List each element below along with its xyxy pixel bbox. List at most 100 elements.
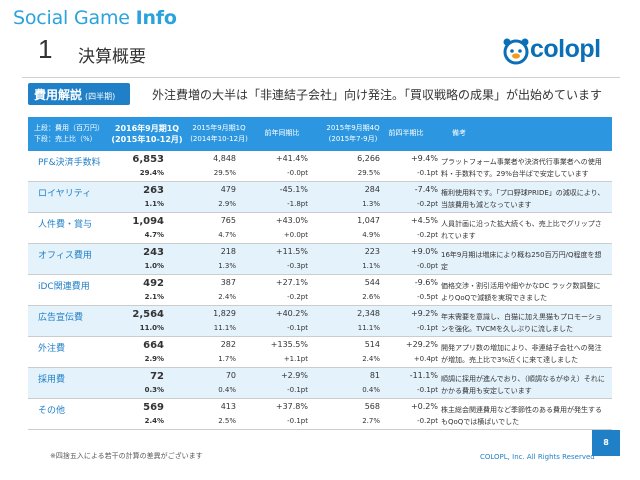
yoy-ratio-change: -0.0pt (287, 169, 308, 177)
prior-quarter-value: 2,348 (357, 309, 380, 318)
prior-year-ratio: 2.9% (218, 200, 236, 208)
current-ratio: 2.4% (144, 417, 164, 425)
prior-year-ratio: 1.3% (218, 262, 236, 270)
prior-year-value: 4,848 (213, 154, 236, 163)
prior-year-ratio: 1.7% (218, 355, 236, 363)
prior-quarter-value: 6,266 (357, 154, 380, 163)
yoy-ratio-change: -0.1pt (287, 324, 308, 332)
prior-year-value: 387 (220, 278, 236, 287)
current-value: 664 (143, 340, 164, 351)
row-label: 広告宣伝費 (38, 313, 84, 323)
prior-year-value: 282 (220, 340, 236, 349)
current-value: 1,094 (132, 216, 164, 227)
prior-quarter-ratio: 29.5% (357, 169, 380, 177)
yoy-change: +27.1% (275, 278, 308, 287)
prior-quarter-value: 544 (364, 278, 380, 287)
row-note: 16年9月期は増床により概ね250百万円/Q程度を想定 (441, 251, 602, 271)
yoy-ratio-change: +1.1pt (283, 355, 308, 363)
qoq-change: +4.5% (410, 216, 438, 225)
footnote: ※四捨五入による若干の計算の差異がございます (50, 452, 203, 460)
yoy-change: +40.2% (275, 309, 308, 318)
row-label: 外注費 (38, 344, 66, 354)
prior-year-ratio: 4.7% (218, 231, 236, 239)
row-label: ロイヤリティ (38, 189, 92, 199)
expense-table: 上段：費用（百万円） 下段：売上比（%） 2016年9月期1Q (2015年10-1… (28, 117, 612, 430)
prior-year-ratio: 2.5% (218, 417, 236, 425)
prior-quarter-value: 81 (369, 371, 380, 380)
prior-quarter-ratio: 4.9% (362, 231, 380, 239)
logo-wordmark: colopl (530, 35, 601, 63)
table-header: 上段：費用（百万円） 下段：売上比（%） 2016年9月期1Q (2015年10-1… (28, 117, 612, 151)
current-value: 569 (143, 402, 164, 413)
table-row: 外注費 664 2.9% 282 1.7% +135.5% +1.1pt 514 2.4% +29… (28, 337, 612, 368)
header-prior-quarter: 2015年9月期4Q (2015年7-9月) (326, 124, 380, 143)
prior-year-ratio: 0.4% (218, 386, 236, 394)
row-note: プラットフォーム事業者や決済代行事業者への使用料・手数料です。29%台半ばで安定… (441, 158, 602, 178)
qoq-ratio-change: -0.2pt (417, 417, 438, 425)
header-notes: 備考 (452, 129, 466, 137)
qoq-change: +9.2% (410, 309, 438, 318)
qoq-ratio-change: -0.1pt (417, 324, 438, 332)
yoy-change: +11.5% (275, 247, 308, 256)
table-row: 広告宣伝費 2,564 11.0% 1,829 11.1% +40.2% -0.1pt 2,3… (28, 306, 612, 337)
current-value: 243 (143, 247, 164, 258)
row-note: 人員計画に沿った拡大続くも、売上比でグリップされています (441, 220, 602, 240)
prior-year-value: 479 (220, 185, 236, 194)
header-divider (22, 77, 620, 78)
row-note: 価格交渉・割引活用や細やかなDC ラック数調整によりQoQで減額を実現できました (441, 282, 601, 302)
prior-year-value: 70 (225, 371, 236, 380)
row-label: オフィス費用 (38, 251, 92, 261)
current-value: 2,564 (132, 309, 164, 320)
yoy-ratio-change: +0.0pt (283, 231, 308, 239)
yoy-change: +43.0% (275, 216, 308, 225)
qoq-change: +9.0% (410, 247, 438, 256)
current-ratio: 11.0% (139, 324, 164, 332)
yoy-ratio-change: -1.8pt (287, 200, 308, 208)
prior-quarter-ratio: 1.3% (362, 200, 380, 208)
prior-quarter-ratio: 0.4% (362, 386, 380, 394)
row-label: 採用費 (38, 375, 66, 385)
yoy-ratio-change: -0.2pt (287, 293, 308, 301)
qoq-ratio-change: -0.1pt (417, 169, 438, 177)
yoy-ratio-change: -0.3pt (287, 262, 308, 270)
summary-text: 外注費増の大半は「非連結子会社」向け発注。「買収戦略の成果」が出始めています (152, 88, 603, 102)
header-current-quarter: 2016年9月期1Q (2015年10-12月) (111, 124, 183, 144)
table-row: ロイヤリティ 263 1.1% 479 2.9% -45.1% -1.8pt 284 1.3% -… (28, 182, 612, 213)
current-value: 72 (150, 371, 164, 382)
prior-quarter-ratio: 2.4% (362, 355, 380, 363)
qoq-ratio-change: -0.5pt (417, 293, 438, 301)
table-row: 採用費 72 0.3% 70 0.4% +2.9% -0.1pt 81 0.4% -11.1% -0… (28, 368, 612, 399)
bear-mascot-icon (503, 38, 529, 65)
table-row: PF&決済手数料 6,853 29.4% 4,848 29.5% +41.4% -0.0pt… (28, 151, 612, 182)
yoy-change: +2.9% (280, 371, 308, 380)
qoq-change: +29.2% (405, 340, 438, 349)
row-label: その他 (38, 406, 66, 416)
row-note: 順調に採用が進んでおり、（順調なるがゆえ）それにかかる費用も安定しています (441, 375, 605, 395)
prior-quarter-ratio: 11.1% (357, 324, 380, 332)
yoy-change: -45.1% (279, 185, 308, 194)
prior-year-ratio: 29.5% (213, 169, 236, 177)
table-row: iDC関連費用 492 2.1% 387 2.4% +27.1% -0.2pt 544 2.6%… (28, 275, 612, 306)
current-ratio: 0.3% (144, 386, 164, 394)
yoy-change: +135.5% (270, 340, 308, 349)
row-note: 年末需要を意識し、白猫に加え黒猫もプロモーションを強化。TVCMを久しぶりに流し… (441, 313, 602, 333)
prior-quarter-value: 1,047 (357, 216, 380, 225)
yoy-ratio-change: -0.1pt (287, 386, 308, 394)
qoq-ratio-change: +0.4pt (413, 355, 438, 363)
prior-quarter-value: 514 (364, 340, 380, 349)
row-note: 権利使用料です。「プロ野球PRIDE」の減収により、当該費用も減となっています (441, 189, 605, 209)
qoq-change: +0.2% (410, 402, 438, 411)
yoy-ratio-change: -0.1pt (287, 417, 308, 425)
current-value: 263 (143, 185, 164, 196)
table-row: その他 569 2.4% 413 2.5% +37.8% -0.1pt 568 2.7% +0.2… (28, 399, 612, 430)
prior-quarter-ratio: 1.1% (362, 262, 380, 270)
header-qoq: 前四半期比 (388, 129, 424, 137)
row-label: PF&決済手数料 (38, 158, 101, 168)
prior-quarter-value: 568 (364, 402, 380, 411)
table-row: オフィス費用 243 1.0% 218 1.3% +11.5% -0.3pt 223 1.1% +… (28, 244, 612, 275)
prior-year-value: 1,829 (213, 309, 236, 318)
page-number: 8 (592, 430, 620, 456)
section-number: 1 (38, 34, 53, 64)
yoy-change: +41.4% (275, 154, 308, 163)
qoq-ratio-change: -0.2pt (417, 200, 438, 208)
